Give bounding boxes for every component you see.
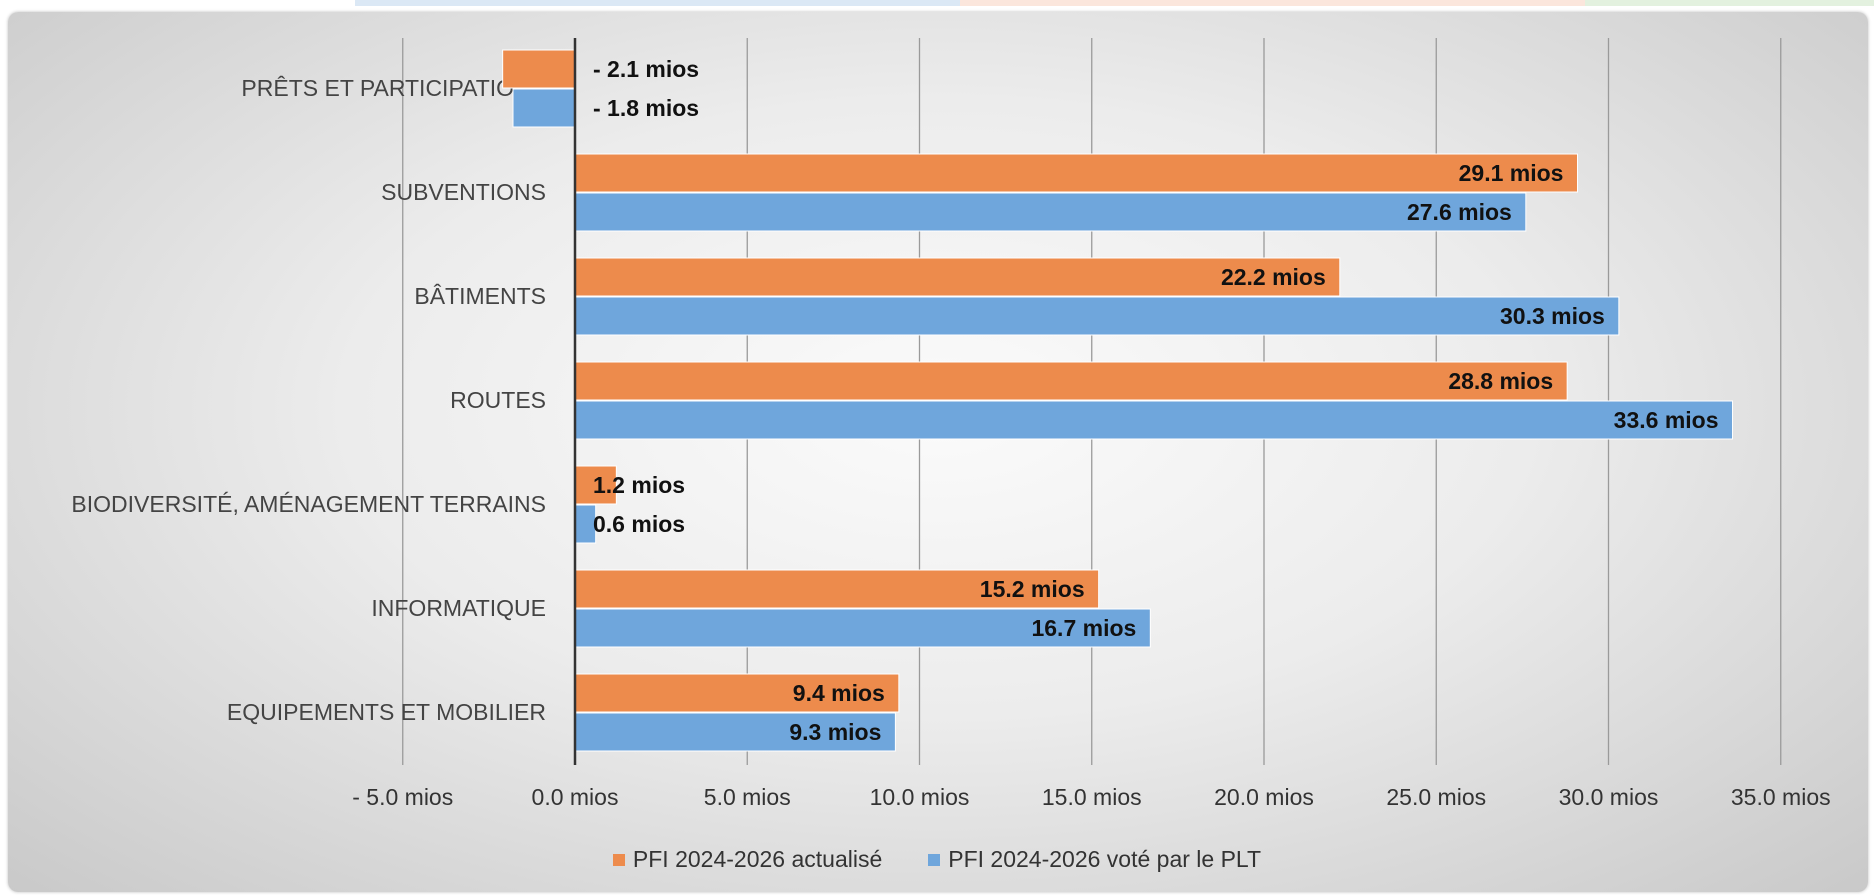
category-label: ROUTES	[450, 387, 546, 413]
category-label: INFORMATIQUE	[371, 595, 546, 621]
data-label: 22.2 mios	[1221, 264, 1326, 290]
legend-item-actualise: PFI 2024-2026 actualisé	[612, 846, 883, 873]
category-label: BIODIVERSITÉ, AMÉNAGEMENT TERRAINS	[71, 491, 546, 517]
data-label: - 1.8 mios	[593, 95, 699, 121]
x-tick-label: 20.0 mios	[1214, 784, 1314, 810]
category-label: EQUIPEMENTS ET MOBILIER	[227, 699, 546, 725]
data-label: 30.3 mios	[1500, 303, 1605, 329]
bar	[574, 361, 1568, 401]
bar	[574, 569, 1100, 609]
x-tick-label: 35.0 mios	[1731, 784, 1831, 810]
top-strip-segment	[355, 0, 960, 6]
bar	[574, 712, 896, 752]
bar	[574, 153, 1578, 193]
data-label: 15.2 mios	[980, 576, 1085, 602]
bar	[502, 49, 576, 89]
legend-item-vote-plt: PFI 2024-2026 voté par le PLT	[928, 846, 1261, 873]
data-label: 9.4 mios	[793, 680, 885, 706]
data-label: 33.6 mios	[1614, 407, 1719, 433]
x-tick-label: 25.0 mios	[1386, 784, 1486, 810]
bar	[574, 400, 1734, 440]
x-tick-label: 5.0 mios	[704, 784, 791, 810]
data-label: - 2.1 mios	[593, 56, 699, 82]
category-label: SUBVENTIONS	[381, 179, 546, 205]
data-label: 27.6 mios	[1407, 199, 1512, 225]
legend-swatch-blue	[928, 853, 941, 866]
data-label: 0.6 mios	[593, 511, 685, 537]
bar	[574, 673, 900, 713]
x-tick-label: 15.0 mios	[1042, 784, 1142, 810]
bar	[512, 88, 576, 128]
bar	[574, 465, 617, 505]
x-tick-label: - 5.0 mios	[352, 784, 453, 810]
bar	[574, 192, 1527, 232]
data-label: 28.8 mios	[1448, 368, 1553, 394]
x-tick-label: 30.0 mios	[1559, 784, 1659, 810]
chart-legend: PFI 2024-2026 actualisé PFI 2024-2026 vo…	[0, 846, 1874, 873]
data-label: 9.3 mios	[789, 719, 881, 745]
bar	[574, 257, 1341, 297]
x-tick-label: 0.0 mios	[532, 784, 619, 810]
data-label: 16.7 mios	[1031, 615, 1136, 641]
category-label: PRÊTS ET PARTICIPATIONS	[241, 75, 546, 101]
top-strip-segment	[1585, 0, 1874, 6]
data-label: 29.1 mios	[1459, 160, 1564, 186]
bar	[574, 296, 1620, 336]
data-label: 1.2 mios	[593, 472, 685, 498]
top-strip-segment	[960, 0, 1585, 6]
top-strip-segment	[0, 0, 355, 6]
legend-label: PFI 2024-2026 voté par le PLT	[948, 846, 1262, 872]
category-label: BÂTIMENTS	[414, 283, 546, 309]
top-color-strip	[0, 0, 1874, 12]
legend-label: PFI 2024-2026 actualisé	[632, 846, 883, 872]
legend-swatch-orange	[612, 853, 625, 866]
bar	[574, 608, 1151, 648]
x-tick-label: 10.0 mios	[870, 784, 970, 810]
